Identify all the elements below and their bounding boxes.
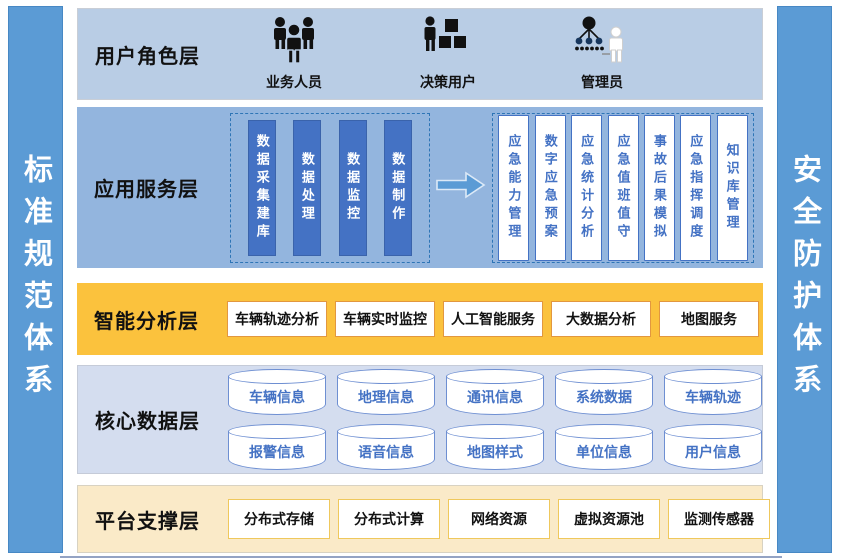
app-bar-emergency-capability: 应急能力管理 bbox=[498, 114, 530, 261]
app-bar-knowledge-base: 知识库管理 bbox=[716, 114, 748, 261]
right-pillar-label: 安全防护体系 bbox=[788, 153, 821, 406]
database-cylinder-icon bbox=[228, 424, 326, 439]
database-cylinder-icon bbox=[555, 424, 653, 439]
chip-distributed-storage: 分布式存储 bbox=[228, 499, 330, 539]
left-pillar-label: 标准规范体系 bbox=[19, 153, 52, 406]
app-bar-data-production: 数据制作 bbox=[383, 119, 412, 256]
chip-monitoring-sensors: 监测传感器 bbox=[668, 499, 770, 539]
database-cylinder-icon bbox=[446, 424, 544, 439]
db-voice-info: 语音信息 bbox=[337, 424, 435, 470]
layer-title-application-services: 应用服务层 bbox=[94, 179, 199, 201]
app-bar-emergency-command: 应急指挥调度 bbox=[680, 114, 712, 261]
database-cylinder-icon bbox=[228, 369, 326, 384]
database-grid: 车辆信息 地理信息 通讯信息 系统数据 车辆轨迹 报警信息 语音信息 地图样 bbox=[228, 369, 768, 470]
db-map-style: 地图样式 bbox=[446, 424, 544, 470]
app-bar-digital-emergency-plan: 数字应急预案 bbox=[534, 114, 566, 261]
layer-intelligent-analysis: 智能分析层 车辆轨迹分析 车辆实时监控 人工智能服务 大数据分析 地图服务 bbox=[77, 283, 763, 355]
platform-chip-row: 分布式存储 分布式计算 网络资源 虚拟资源池 监测传感器 bbox=[228, 499, 778, 539]
analysis-chip-row: 车辆轨迹分析 车辆实时监控 人工智能服务 大数据分析 地图服务 bbox=[227, 301, 767, 337]
db-alarm-info: 报警信息 bbox=[228, 424, 326, 470]
db-vehicle-info: 车辆信息 bbox=[228, 369, 326, 415]
layer-platform-support: 平台支撑层 分布式存储 分布式计算 网络资源 虚拟资源池 监测传感器 bbox=[77, 485, 770, 553]
people-group-icon bbox=[267, 16, 321, 69]
db-vehicle-track: 车辆轨迹 bbox=[664, 369, 762, 415]
database-cylinder-icon bbox=[446, 369, 544, 384]
admin-orgchart-icon bbox=[574, 16, 630, 69]
chip-map-service: 地图服务 bbox=[659, 301, 759, 337]
layer-title-user-roles: 用户角色层 bbox=[95, 45, 200, 68]
database-cylinder-icon bbox=[337, 424, 435, 439]
db-system-data: 系统数据 bbox=[555, 369, 653, 415]
app-bar-emergency-statistics: 应急统计分析 bbox=[571, 114, 603, 261]
decision-user-icon bbox=[422, 16, 474, 69]
right-pillar-security-system: 安全防护体系 bbox=[777, 6, 832, 553]
roles-row: 业务人员 决策用户 bbox=[228, 16, 762, 92]
flow-arrow-container bbox=[430, 170, 492, 205]
db-communication-info: 通讯信息 bbox=[446, 369, 544, 415]
chip-distributed-computing: 分布式计算 bbox=[338, 499, 440, 539]
layer-title-platform-support: 平台支撑层 bbox=[95, 510, 200, 533]
chip-ai-service: 人工智能服务 bbox=[443, 301, 543, 337]
layer-title-intelligent-analysis: 智能分析层 bbox=[94, 310, 199, 333]
bottom-border-line bbox=[60, 556, 782, 558]
data-production-group: 数据采集建库 数据处理 数据监控 数据制作 bbox=[230, 112, 430, 263]
app-bar-accident-simulation: 事故后果模拟 bbox=[643, 114, 675, 261]
right-arrow-icon bbox=[435, 170, 487, 205]
role-label-decision-user: 决策用户 bbox=[420, 74, 476, 90]
database-cylinder-icon bbox=[337, 369, 435, 384]
left-pillar-standards-system: 标准规范体系 bbox=[8, 6, 63, 553]
app-bar-data-collection: 数据采集建库 bbox=[248, 119, 277, 256]
role-label-administrator: 管理员 bbox=[581, 74, 623, 90]
role-label-business-staff: 业务人员 bbox=[266, 74, 322, 90]
database-cylinder-icon bbox=[555, 369, 653, 384]
app-bar-data-processing: 数据处理 bbox=[293, 119, 322, 256]
role-administrator: 管理员 bbox=[554, 16, 650, 92]
chip-vehicle-track-analysis: 车辆轨迹分析 bbox=[227, 301, 327, 337]
app-bar-emergency-duty: 应急值班值守 bbox=[607, 114, 639, 261]
app-bar-data-monitoring: 数据监控 bbox=[338, 119, 367, 256]
chip-virtual-resource-pool: 虚拟资源池 bbox=[558, 499, 660, 539]
chip-big-data-analysis: 大数据分析 bbox=[551, 301, 651, 337]
db-unit-info: 单位信息 bbox=[555, 424, 653, 470]
role-business-staff: 业务人员 bbox=[246, 16, 342, 92]
db-geographic-info: 地理信息 bbox=[337, 369, 435, 415]
chip-vehicle-realtime-monitoring: 车辆实时监控 bbox=[335, 301, 435, 337]
layer-title-core-data: 核心数据层 bbox=[95, 411, 200, 433]
layer-core-data: 核心数据层 车辆信息 地理信息 通讯信息 系统数据 车辆轨迹 报警信息 语音信 bbox=[77, 365, 763, 474]
database-cylinder-icon bbox=[664, 424, 762, 439]
role-decision-user: 决策用户 bbox=[400, 16, 496, 92]
chip-network-resources: 网络资源 bbox=[448, 499, 550, 539]
layer-user-roles: 用户角色层 业务人员 bbox=[77, 8, 763, 100]
db-user-info: 用户信息 bbox=[664, 424, 762, 470]
emergency-services-group: 应急能力管理 数字应急预案 应急统计分析 应急值班值守 事故后果模拟 应急指挥调… bbox=[492, 112, 754, 263]
database-cylinder-icon bbox=[664, 369, 762, 384]
layer-application-services: 应用服务层 数据采集建库 数据处理 数据监控 数据制作 应急能力管理 数字应急预… bbox=[77, 107, 763, 268]
